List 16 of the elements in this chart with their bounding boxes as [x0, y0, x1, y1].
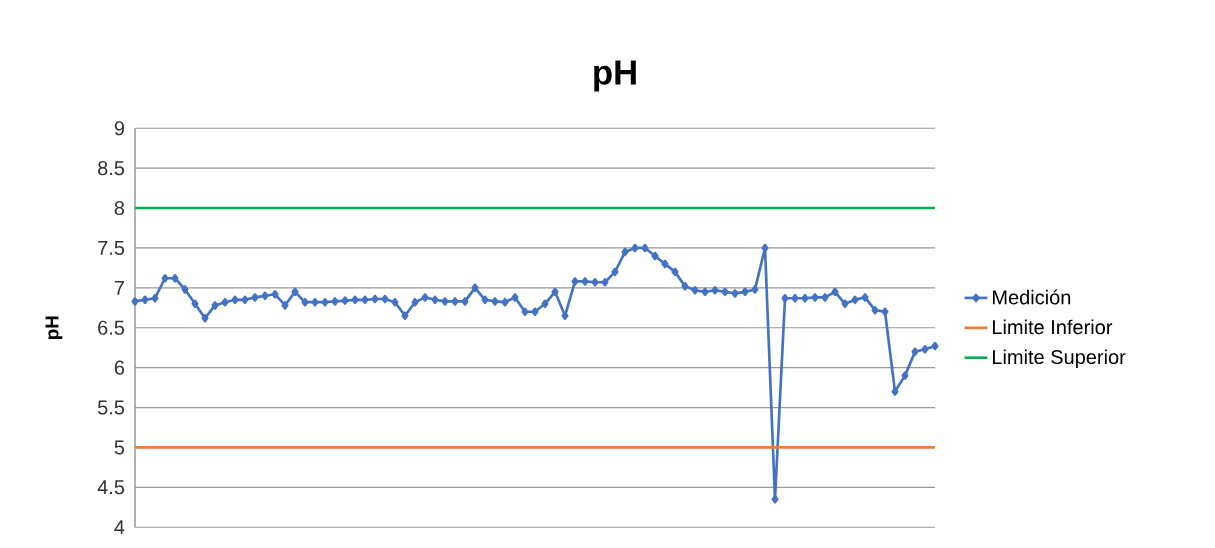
y-tick-label: 4.5: [97, 480, 125, 495]
legend-label: Limite Superior: [992, 349, 1126, 369]
y-tick-label: 7: [114, 280, 124, 295]
y-axis-title: pH: [45, 316, 63, 339]
y-tick-label: 8.5: [98, 161, 125, 176]
legend-label: Limite Inferior: [992, 319, 1113, 335]
y-tick-label: 5: [114, 440, 125, 455]
legend-label: Medición: [992, 289, 1071, 305]
y-tick-label: 5.5: [97, 400, 125, 415]
y-tick-label: 6.5: [98, 320, 125, 335]
y-tick-label: 9: [114, 121, 124, 136]
y-tick-label: 4: [114, 520, 125, 535]
chart-title: pH: [594, 60, 636, 92]
y-tick-label: 6: [114, 360, 125, 375]
y-tick-label: 7.5: [98, 240, 125, 255]
y-tick-label: 8: [114, 200, 125, 216]
